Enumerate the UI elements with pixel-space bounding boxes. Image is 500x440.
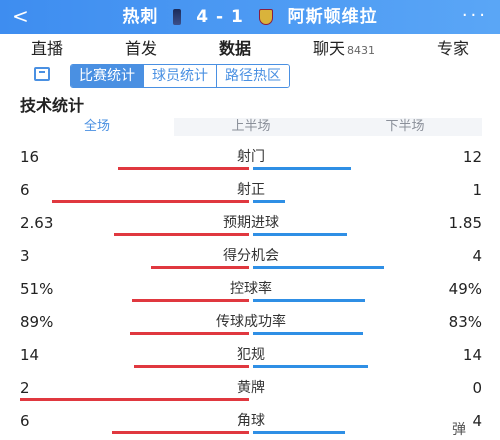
stat-away-bar xyxy=(253,332,363,335)
chat-count: 8431 xyxy=(347,44,375,57)
stat-home-value: 89% xyxy=(20,313,54,331)
stat-home-value: 6 xyxy=(20,181,30,199)
stat-away-value: 0 xyxy=(472,379,482,397)
stat-home-value: 2 xyxy=(20,379,30,397)
stat-away-value: 14 xyxy=(462,346,482,364)
stat-row: 3 得分机会 4 xyxy=(20,247,482,280)
stat-away-value: 1.85 xyxy=(448,214,482,232)
stat-home-bar xyxy=(20,398,249,401)
stat-home-bar xyxy=(52,200,249,203)
stat-label: 角球 xyxy=(237,413,265,429)
stat-label: 射正 xyxy=(237,182,265,198)
stat-away-bar xyxy=(253,233,347,236)
stat-home-bar xyxy=(134,365,249,368)
score: 4 - 1 xyxy=(196,7,244,27)
away-team-name[interactable]: 阿斯顿维拉 xyxy=(287,7,378,27)
tab-chat[interactable]: 聊天 8431 xyxy=(313,35,375,59)
tab-expert-label: 专家 xyxy=(436,39,469,58)
stats-sub-bar: 比赛统计 球员统计 路径热区 xyxy=(0,60,500,90)
stat-home-value: 3 xyxy=(20,247,30,265)
back-button[interactable]: < xyxy=(12,4,29,28)
main-tabs: 直播 首发 数据 聊天 8431 专家 xyxy=(0,34,500,60)
tab-lineup[interactable]: 首发 xyxy=(125,35,157,59)
stat-away-value: 83% xyxy=(448,313,482,331)
danmaku-button[interactable]: 弹 xyxy=(446,420,472,440)
stat-away-bar xyxy=(253,167,351,170)
away-team-crest-icon xyxy=(258,9,273,25)
stat-row: 2 黄牌 0 xyxy=(20,379,482,412)
stat-away-value: 4 xyxy=(472,412,482,430)
stat-home-bar xyxy=(151,266,249,269)
stat-home-value: 6 xyxy=(20,412,30,430)
tab-expert[interactable]: 专家 xyxy=(437,35,469,59)
stat-label: 黄牌 xyxy=(237,380,265,396)
stat-home-bar xyxy=(130,332,249,335)
tab-match-stats[interactable]: 比赛统计 xyxy=(71,65,143,87)
stat-away-bar xyxy=(253,299,365,302)
stat-label: 控球率 xyxy=(230,281,272,297)
tab-live[interactable]: 直播 xyxy=(31,35,63,59)
stat-home-bar xyxy=(114,233,249,236)
stats-segment-control: 比赛统计 球员统计 路径热区 xyxy=(70,64,290,88)
document-icon[interactable] xyxy=(34,67,50,81)
stat-home-bar xyxy=(112,431,249,434)
stat-label: 传球成功率 xyxy=(216,314,286,330)
section-title: 技术统计 xyxy=(20,96,85,115)
stat-label: 得分机会 xyxy=(223,248,279,264)
stat-away-value: 1 xyxy=(472,181,482,199)
stat-row: 6 角球 4 xyxy=(20,412,482,440)
tab-heatmap[interactable]: 路径热区 xyxy=(216,65,289,87)
tab-data-label: 数据 xyxy=(218,39,251,58)
stat-row: 14 犯规 14 xyxy=(20,346,482,379)
stat-home-value: 51% xyxy=(20,280,54,298)
tab-live-label: 直播 xyxy=(30,39,63,58)
stats-list: 16 射门 12 6 射正 1 2.63 预期进球 1.85 3 得分机会 4 51% 控球率 49% 89%… xyxy=(20,148,482,440)
stat-row: 51% 控球率 49% xyxy=(20,280,482,313)
match-title: 热刺 4 - 1 阿斯顿维拉 xyxy=(0,6,500,28)
stat-home-value: 14 xyxy=(20,346,40,364)
home-team-crest-icon xyxy=(173,9,182,25)
tab-player-stats[interactable]: 球员统计 xyxy=(143,65,216,87)
stat-away-bar xyxy=(253,365,368,368)
tab-chat-label: 聊天 xyxy=(312,39,345,58)
stat-away-bar xyxy=(253,431,345,434)
tab-data[interactable]: 数据 xyxy=(219,35,251,59)
home-team-name[interactable]: 热刺 xyxy=(122,7,159,27)
stat-away-value: 12 xyxy=(462,148,482,166)
stat-away-value: 49% xyxy=(448,280,482,298)
match-header: < 热刺 4 - 1 阿斯顿维拉 ··· xyxy=(0,0,500,34)
tab-second-half[interactable]: 下半场 xyxy=(385,119,425,134)
stat-row: 2.63 预期进球 1.85 xyxy=(20,214,482,247)
stat-home-bar xyxy=(132,299,249,302)
stat-away-bar xyxy=(253,266,384,269)
stat-home-value: 16 xyxy=(20,148,40,166)
stat-row: 89% 传球成功率 83% xyxy=(20,313,482,346)
tab-full-match[interactable]: 全场 xyxy=(20,118,174,136)
stat-row: 6 射正 1 xyxy=(20,181,482,214)
stat-home-bar xyxy=(118,167,249,170)
stat-away-value: 4 xyxy=(472,247,482,265)
period-tabs: 全场 上半场 下半场 xyxy=(20,118,482,136)
stat-label: 预期进球 xyxy=(223,215,279,231)
tab-first-half[interactable]: 上半场 xyxy=(231,119,271,134)
stat-away-bar xyxy=(253,200,285,203)
stat-label: 犯规 xyxy=(237,347,265,363)
stat-row: 16 射门 12 xyxy=(20,148,482,181)
tab-lineup-label: 首发 xyxy=(124,39,157,58)
stat-home-value: 2.63 xyxy=(20,214,54,232)
more-menu-button[interactable]: ··· xyxy=(461,5,488,26)
stat-label: 射门 xyxy=(237,149,265,165)
